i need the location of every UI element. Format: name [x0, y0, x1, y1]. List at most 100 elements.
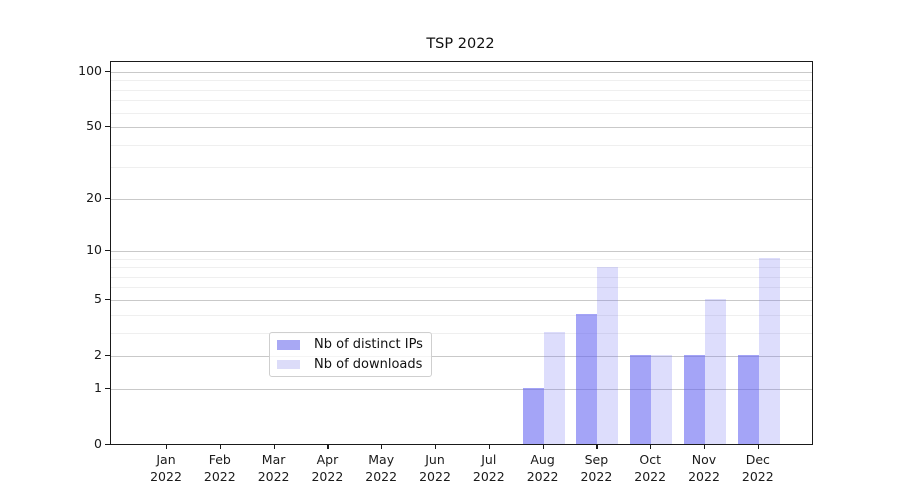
x-tick-mark: [327, 444, 329, 449]
x-tick-label: Mar 2022: [244, 451, 304, 485]
x-tick-year: 2022: [741, 469, 774, 484]
x-tick-label: Aug 2022: [513, 451, 573, 485]
bar-downloads: [705, 299, 726, 444]
minor-gridline: [111, 167, 812, 169]
x-tick-mark: [596, 444, 598, 449]
plot-area: [110, 61, 813, 445]
minor-gridline: [111, 258, 812, 260]
x-tick-label: Nov 2022: [674, 451, 734, 485]
major-gridline: [111, 127, 812, 129]
x-tick-month: Jul: [481, 452, 497, 467]
minor-gridline: [111, 267, 812, 269]
bar-downloads: [543, 332, 565, 444]
y-tick-mark: [105, 298, 110, 301]
y-tick-mark: [105, 250, 110, 252]
x-tick-label: Dec 2022: [728, 451, 788, 485]
minor-gridline: [111, 287, 812, 289]
major-gridline: [111, 251, 812, 252]
x-tick-year: 2022: [150, 469, 182, 484]
x-tick-mark: [704, 444, 706, 449]
x-tick-mark: [435, 444, 437, 449]
x-tick-mark: [381, 444, 383, 449]
x-tick-month: May: [368, 452, 395, 467]
x-tick-label: Sep 2022: [566, 451, 626, 485]
y-tick-label: 1: [94, 379, 102, 395]
x-tick-month: Sep: [584, 452, 609, 467]
x-tick-mark: [166, 444, 168, 449]
x-tick-month: Apr: [316, 452, 339, 467]
x-tick-mark: [273, 444, 275, 449]
x-tick-month: Jan: [156, 452, 176, 467]
x-tick-mark: [488, 444, 490, 449]
bar-distinct-ips: [630, 355, 652, 444]
major-gridline: [111, 355, 812, 357]
minor-gridline: [111, 112, 812, 114]
x-tick-year: 2022: [634, 469, 667, 484]
distinct-ips-swatch-icon: [277, 340, 300, 350]
y-tick-label: 10: [86, 242, 102, 257]
x-tick-label: Jun 2022: [405, 451, 465, 485]
y-tick-mark: [105, 197, 110, 199]
x-tick-year: 2022: [257, 469, 290, 484]
legend-label: Nb of downloads: [314, 356, 423, 372]
y-tick-label: 0: [94, 435, 102, 451]
bar-distinct-ips: [522, 388, 544, 444]
y-tick-label: 50: [86, 118, 102, 134]
x-tick-label: Feb 2022: [190, 451, 250, 485]
minor-gridline: [111, 100, 812, 102]
major-gridline: [111, 299, 812, 301]
x-tick-mark: [219, 444, 221, 449]
x-tick-year: 2022: [472, 469, 505, 484]
bar-downloads: [651, 355, 673, 444]
bar-downloads: [597, 266, 619, 444]
minor-gridline: [111, 332, 812, 334]
x-tick-year: 2022: [311, 469, 344, 484]
x-tick-month: Mar: [261, 452, 286, 467]
x-tick-label: Apr 2022: [297, 451, 357, 485]
minor-gridline: [111, 80, 812, 82]
y-tick-mark: [105, 387, 110, 389]
x-tick-month: Dec: [745, 452, 770, 467]
major-gridline: [111, 72, 812, 73]
x-tick-year: 2022: [580, 469, 613, 484]
x-tick-mark: [542, 444, 544, 449]
bar-distinct-ips: [684, 355, 705, 444]
y-tick-mark: [105, 71, 110, 73]
legend-item-distinct-ips: Nb of distinct IPs: [277, 337, 423, 353]
x-tick-label: Jul 2022: [459, 451, 519, 485]
legend-label: Nb of distinct IPs: [314, 337, 423, 353]
y-tick-mark: [105, 443, 110, 445]
y-tick-label: 2: [94, 346, 102, 362]
legend: Nb of distinct IPs Nb of downloads: [269, 332, 432, 377]
x-tick-label: Jan 2022: [136, 451, 196, 485]
downloads-swatch-icon: [277, 359, 300, 369]
x-tick-mark: [757, 444, 759, 449]
x-tick-year: 2022: [419, 469, 451, 484]
major-gridline: [111, 388, 812, 390]
x-tick-month: Jun: [425, 452, 445, 467]
x-tick-month: Aug: [530, 452, 555, 467]
x-tick-year: 2022: [365, 469, 398, 484]
minor-gridline: [111, 144, 812, 146]
x-tick-mark: [650, 444, 652, 449]
x-tick-month: Feb: [208, 452, 231, 467]
major-gridline: [111, 198, 812, 200]
y-tick-label: 100: [78, 63, 102, 78]
bar-distinct-ips: [737, 355, 759, 444]
x-tick-label: Oct 2022: [620, 451, 680, 485]
bar-distinct-ips: [576, 314, 598, 444]
legend-item-downloads: Nb of downloads: [277, 357, 423, 373]
bar-downloads: [758, 258, 780, 444]
x-tick-month: Oct: [639, 452, 661, 467]
x-tick-month: Nov: [691, 452, 717, 467]
x-tick-year: 2022: [688, 469, 720, 484]
minor-gridline: [111, 89, 812, 91]
x-tick-year: 2022: [203, 469, 236, 484]
y-tick-mark: [105, 354, 110, 356]
y-tick-label: 5: [94, 290, 102, 306]
x-tick-label: May 2022: [351, 451, 411, 485]
y-tick-label: 20: [86, 189, 102, 205]
chart-title: TSP 2022: [426, 36, 495, 52]
x-tick-year: 2022: [526, 469, 559, 484]
